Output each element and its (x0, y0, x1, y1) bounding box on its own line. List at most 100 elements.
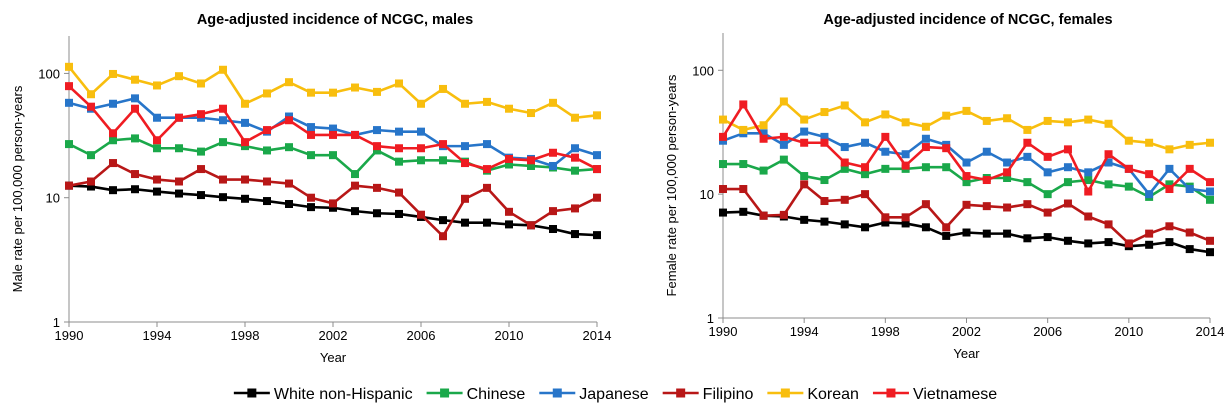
data-point (1003, 168, 1012, 177)
series-korean (719, 97, 1214, 154)
data-point (1063, 163, 1072, 172)
series-vietnamese (719, 100, 1214, 196)
data-point (759, 129, 768, 138)
series-filipino (65, 159, 601, 241)
x-tick-label: 2002 (952, 324, 981, 339)
data-point (982, 116, 991, 125)
legend: White non-Hispanic Chinese Japanese Filipin… (233, 386, 997, 403)
data-point (1084, 212, 1093, 221)
chart-title: Age-adjusted incidence of NCGC, males (197, 12, 473, 28)
data-point (962, 158, 971, 167)
data-point (439, 140, 447, 149)
data-point (285, 116, 293, 125)
data-point (1185, 140, 1194, 149)
series-vietnamese (65, 82, 601, 174)
data-point (131, 170, 139, 179)
data-point (1023, 152, 1032, 161)
data-point (373, 183, 381, 192)
data-point (1124, 136, 1133, 145)
legend-item-korean: Korean (767, 386, 859, 403)
data-point (881, 132, 890, 141)
data-point (505, 104, 513, 113)
data-point (1043, 116, 1052, 125)
data-point (800, 180, 809, 189)
data-point (1124, 164, 1133, 173)
y-tick-label: 100 (692, 63, 714, 78)
data-point (571, 204, 579, 213)
data-point (881, 110, 890, 119)
legend-swatch-marker (247, 388, 257, 398)
data-point (779, 155, 788, 164)
data-point (109, 186, 117, 195)
data-point (962, 178, 971, 187)
data-point (840, 101, 849, 110)
data-point (87, 177, 95, 186)
legend-item-japanese: Japanese (539, 386, 649, 403)
data-point (593, 193, 601, 202)
data-point (800, 138, 809, 147)
data-point (307, 203, 315, 212)
data-point (901, 219, 910, 228)
data-point (921, 143, 930, 152)
data-point (197, 110, 205, 119)
legend-label: Vietnamese (913, 386, 997, 403)
data-point (1165, 238, 1174, 247)
data-point (800, 215, 809, 224)
data-point (219, 138, 227, 147)
data-point (719, 208, 727, 217)
data-point (175, 189, 183, 198)
series-japanese (719, 127, 1214, 199)
data-point (861, 163, 870, 172)
data-point (153, 136, 161, 145)
data-point (197, 79, 205, 88)
data-point (1084, 176, 1093, 185)
data-point (329, 151, 337, 160)
data-point (593, 165, 601, 174)
legend-swatch-marker (440, 388, 450, 398)
data-point (109, 69, 117, 78)
data-point (417, 144, 425, 153)
data-point (527, 156, 535, 165)
data-point (820, 176, 829, 185)
data-point (549, 161, 557, 170)
data-point (65, 98, 73, 107)
data-point (219, 193, 227, 202)
data-point (219, 175, 227, 184)
data-point (351, 130, 359, 139)
data-point (263, 197, 271, 206)
data-point (219, 116, 227, 125)
data-point (820, 108, 829, 117)
data-point (87, 182, 95, 191)
data-point (263, 89, 271, 98)
data-point (527, 161, 535, 170)
data-point (571, 113, 579, 122)
data-point (861, 138, 870, 147)
data-point (307, 130, 315, 139)
data-point (65, 62, 73, 71)
data-point (881, 218, 890, 227)
data-point (87, 90, 95, 99)
data-point (1185, 185, 1194, 194)
data-point (861, 223, 870, 232)
data-point (759, 166, 768, 175)
data-point (1084, 168, 1093, 177)
data-point (719, 115, 727, 124)
legend-swatch-marker (886, 388, 896, 398)
legend-swatch-marker (552, 388, 562, 398)
data-point (395, 188, 403, 197)
data-point (307, 88, 315, 97)
data-point (962, 172, 971, 181)
data-point (1145, 240, 1154, 249)
data-point (131, 75, 139, 84)
data-point (1023, 138, 1032, 147)
data-point (1104, 238, 1113, 247)
data-point (571, 166, 579, 175)
data-point (840, 195, 849, 204)
data-point (241, 118, 249, 127)
data-point (109, 136, 117, 145)
data-point (820, 197, 829, 206)
chart-title: Age-adjusted incidence of NCGC, females (823, 12, 1112, 28)
y-tick-label: 10 (46, 191, 60, 206)
data-point (395, 127, 403, 136)
data-point (881, 164, 890, 173)
